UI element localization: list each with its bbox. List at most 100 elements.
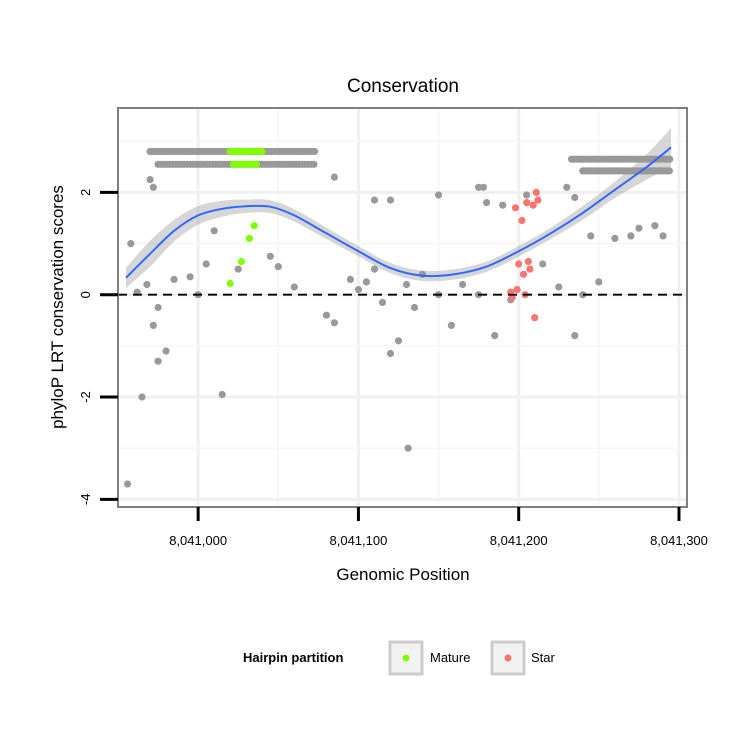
x-tick-label: 8,041,200 [490,533,548,548]
y-tick-label: 0 [78,291,93,298]
point-other [310,147,319,156]
y-tick-label: -4 [78,494,93,506]
point-other [290,283,298,291]
point-other [386,196,395,204]
point-other [459,280,467,289]
point-other [394,337,403,345]
point-other [627,232,635,240]
point-star [532,188,540,196]
point-other [479,183,487,191]
legend-label-star: Star [531,650,556,665]
x-tick-label: 8,041,300 [650,533,708,548]
point-star [519,270,528,278]
y-tick-label: 2 [78,189,93,196]
point-other [563,183,571,191]
legend-title: Hairpin partition [243,650,343,665]
point-star [515,260,523,268]
point-other [186,273,194,281]
point-other [539,260,547,268]
point-mature [250,222,258,230]
point-mature [258,147,266,156]
point-mature [252,160,261,168]
point-other [127,240,135,248]
point-other [202,260,210,268]
y-tick-label: -2 [78,391,93,403]
point-other [266,252,274,260]
point-other [611,234,619,242]
point-other [665,167,674,175]
point-star [529,201,537,209]
y-axis-title: phyloP LRT conservation scores [48,185,67,429]
legend: Hairpin partition Mature Star [243,640,556,676]
point-other [595,278,603,286]
point-other [571,332,579,340]
point-star [531,314,539,322]
legend-marker-mature [402,654,410,662]
point-other [170,275,178,283]
point-star [534,196,542,204]
point-other [659,232,667,240]
point-other [124,480,132,488]
x-tick-label: 8,041,000 [169,533,227,548]
point-other [410,303,419,312]
point-other [310,160,318,168]
point-other [635,224,643,232]
point-other [218,390,226,399]
point-other [138,393,146,401]
point-other [274,263,282,271]
smooth-line [125,146,672,279]
point-other [346,275,354,283]
point-other [402,280,411,289]
point-other [483,199,491,207]
panel-border [117,107,688,508]
point-star [523,199,531,207]
point-other [571,193,579,202]
point-other [234,265,242,273]
point-other [143,280,151,289]
point-other [146,176,154,184]
legend-label-mature: Mature [430,650,470,665]
point-other [404,444,412,452]
plot-background [118,108,687,507]
point-star [511,204,520,212]
point-other [149,183,157,191]
point-other [154,303,162,312]
smooth-curve [125,146,672,279]
plot-area [118,108,687,507]
point-other [378,298,387,306]
legend-item-mature: Mature [388,640,470,676]
point-other [666,155,674,163]
x-tick-label: 8,041,100 [330,533,388,548]
point-other [555,283,563,291]
point-other [523,191,531,199]
legend-marker-star [504,654,512,662]
point-other [447,321,455,329]
point-mature [226,279,234,288]
point-star [513,286,521,294]
legend-item-star: Star [490,640,556,676]
confidence-band [126,128,671,289]
smooth-confidence-band [126,128,671,289]
point-other [370,265,379,273]
point-other [210,227,218,235]
axes: 8,041,000 8,041,100 8,041,200 8,041,300 -4 -2… [78,189,708,548]
point-mature [245,234,253,242]
point-other [154,357,162,365]
point-other [370,196,379,204]
point-other [362,278,370,286]
point-other [435,191,443,199]
point-star [524,257,532,266]
x-axis-title: Genomic Position [336,565,469,584]
point-other [587,232,595,240]
point-other [354,286,362,294]
chart-title: Conservation [347,76,459,97]
point-other [386,349,395,358]
point-other [499,201,507,209]
point-other [651,222,659,230]
point-other [330,173,338,181]
point-other [491,332,499,340]
point-star [518,216,526,225]
plot-border [117,107,688,508]
point-other [322,311,330,319]
